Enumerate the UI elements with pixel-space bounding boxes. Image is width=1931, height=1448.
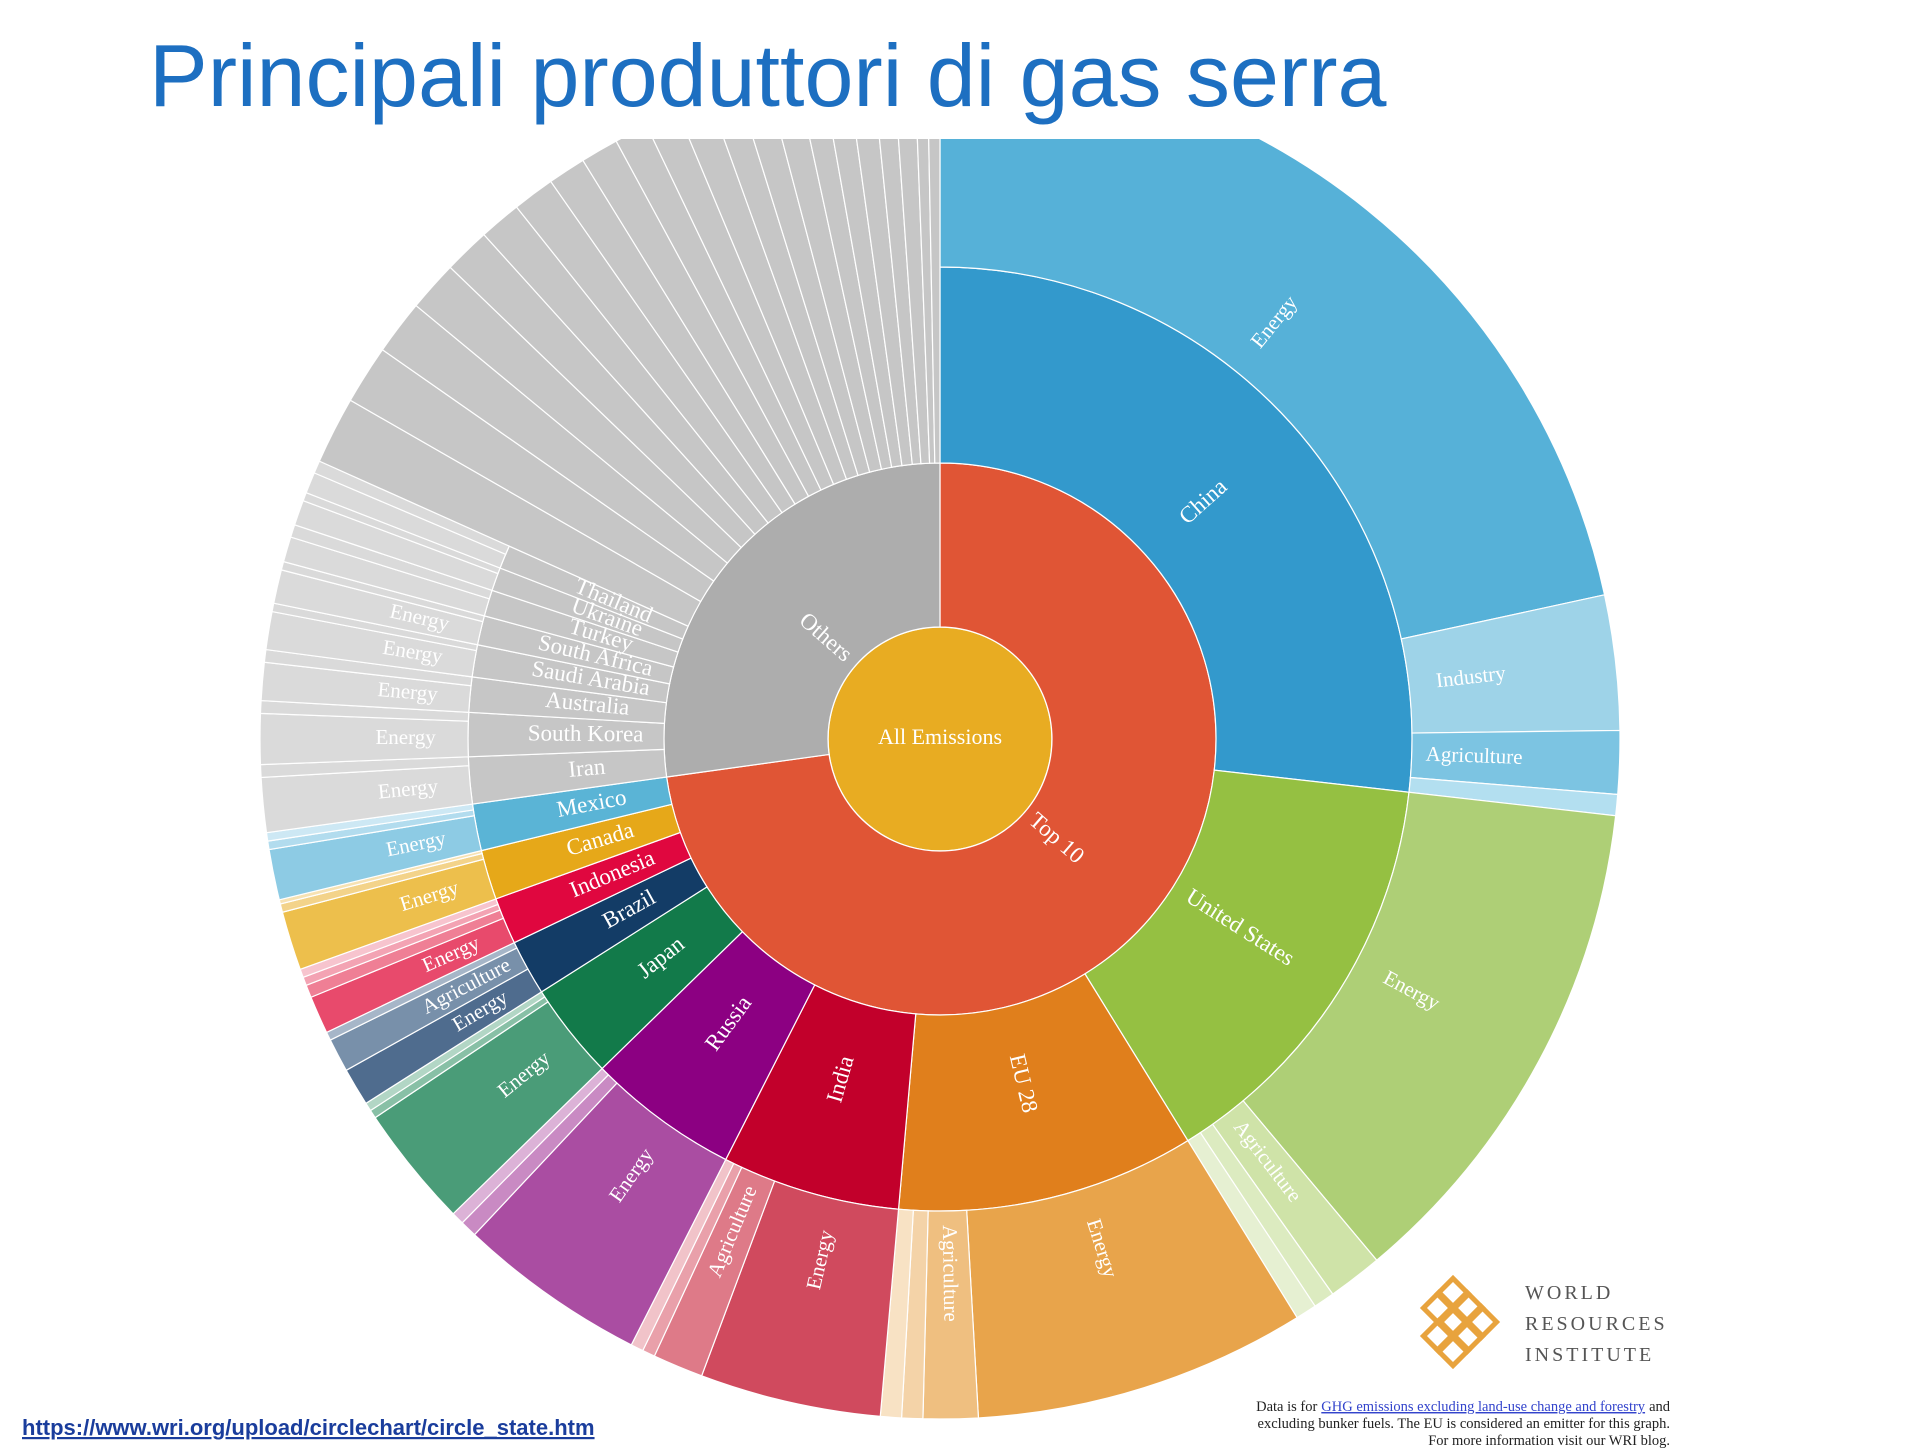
source-note: Data is for GHG emissions excluding land-…	[1256, 1399, 1671, 1415]
sunburst-segment	[259, 712, 469, 766]
note-link[interactable]: GHG emissions excluding land-use change …	[1321, 1399, 1646, 1415]
sunburst-segment	[928, 139, 941, 464]
segment-label: Energy	[375, 725, 436, 749]
note-text: and	[1649, 1399, 1671, 1415]
segment-label: Energy	[377, 677, 440, 706]
logo-text: RESOURCES	[1525, 1313, 1668, 1335]
logo-text: INSTITUTE	[1525, 1344, 1654, 1366]
note-text: Data is for	[1256, 1399, 1317, 1415]
segment-label: Energy	[377, 774, 440, 804]
slide-title: Principali produttori di gas serra	[149, 26, 1387, 125]
segment-label: Agriculture	[1425, 742, 1523, 769]
segment-label: All Emissions	[878, 724, 1002, 749]
source-link[interactable]: https://www.wri.org/upload/circlechart/c…	[22, 1415, 595, 1440]
segment-label: South Korea	[528, 720, 644, 746]
logo-text: WORLD	[1525, 1282, 1613, 1304]
segment-label: Iran	[567, 754, 607, 782]
wri-logo-icon	[1419, 1274, 1501, 1370]
note-text: For more information visit our WRI blog.	[1428, 1433, 1670, 1448]
note-text: excluding bunker fuels. The EU is consid…	[1258, 1416, 1670, 1432]
sunburst-segment	[939, 139, 1606, 640]
segment-label: Agriculture	[938, 1225, 964, 1322]
